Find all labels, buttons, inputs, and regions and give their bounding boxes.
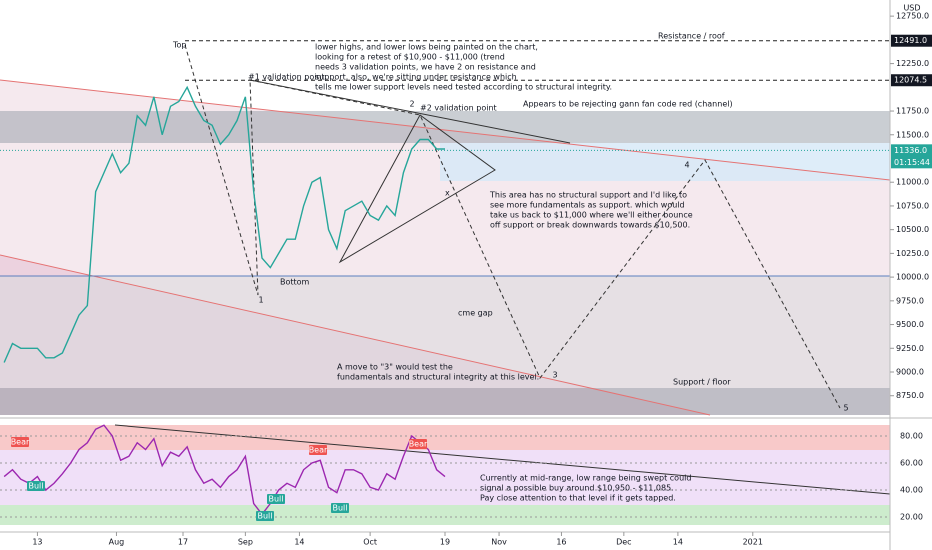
annotation: looking for a retest of $10,900 - $11,00… — [315, 53, 505, 62]
x-tick-label: 14 — [294, 538, 304, 547]
signal-label: Bear — [309, 446, 328, 455]
last-price-label: 11336.0 — [894, 146, 927, 155]
x-tick-label: 2021 — [743, 538, 763, 547]
annotation: A move to "3" would test the — [337, 363, 453, 372]
y-tick-label: 11500.0 — [896, 130, 929, 139]
annotation: #2 validation point — [420, 104, 497, 113]
y-tick-label: 10250.0 — [896, 249, 929, 258]
y-tick-label: 8750.0 — [896, 391, 924, 400]
signal-tag — [27, 481, 45, 491]
annotation: 1 — [258, 296, 263, 305]
x-tick-label: Oct — [363, 538, 377, 547]
annotation: 3 — [552, 371, 557, 380]
cme-gap-zone — [0, 276, 890, 388]
annotation: This area has no structural support and … — [489, 191, 687, 200]
signal-tag — [267, 494, 285, 504]
y-tick-label: 12750.0 — [896, 12, 929, 21]
annotation: 2 — [409, 100, 414, 109]
signal-label: Bull — [28, 482, 43, 491]
annotation: needs 3 validation points, we have 2 on … — [315, 63, 536, 72]
x-tick-label: 19 — [440, 538, 450, 547]
rsi-tick-label: 20.00 — [900, 513, 923, 522]
signal-label: Bear — [409, 440, 428, 449]
signal-tag — [409, 439, 427, 449]
y-tick-label: 9250.0 — [896, 344, 924, 353]
signal-label: Bear — [11, 438, 30, 447]
signal-tag — [309, 445, 327, 455]
annotation: fundamentals and structural integrity at… — [337, 373, 539, 382]
level-tag — [891, 34, 932, 47]
channel-top — [0, 79, 891, 181]
rsi-range — [0, 450, 890, 505]
annotation: Appears to be rejecting gann fan code re… — [523, 100, 733, 109]
annotation: lower highs, and lower lows being painte… — [315, 43, 538, 52]
y-tick-label: 11000.0 — [896, 178, 929, 187]
support-band — [0, 388, 890, 415]
trend-line — [249, 79, 571, 144]
annotation: #1 validation point — [248, 73, 325, 82]
level-tag-label: 12491.0 — [894, 36, 927, 45]
x-tick-label: 17 — [178, 538, 188, 547]
triangle — [338, 114, 496, 264]
annotation: cme gap — [458, 309, 493, 318]
channel-bottom — [0, 254, 711, 416]
price-line — [3, 424, 446, 516]
annotation: x — [445, 189, 450, 198]
level-tag-label: 12074.5 — [894, 76, 927, 85]
x-tick-label: 16 — [556, 538, 566, 547]
currency: USD — [903, 4, 920, 13]
x-tick-label: 14 — [673, 538, 683, 547]
y-tick-label: 9000.0 — [896, 368, 924, 377]
x-tick-label: Dec — [616, 538, 631, 547]
y-tick-label: 9750.0 — [896, 296, 924, 305]
rsi-oversold — [0, 505, 890, 525]
rsi-note: Pay close attention to that level if it … — [480, 494, 676, 503]
x-tick-label: 13 — [32, 538, 42, 547]
y-tick-label: 10750.0 — [896, 201, 929, 210]
rsi-note: signal a possible buy around $10,950 - $… — [480, 484, 674, 493]
annotation: tells me lower support levels need teste… — [315, 83, 612, 92]
annotation: Top — [172, 41, 187, 50]
annotation: 5 — [843, 404, 848, 413]
countdown: 01:15:44 — [894, 158, 930, 167]
y-tick-label: 9500.0 — [896, 320, 924, 329]
level-tag — [891, 74, 932, 87]
annotation: Bottom — [280, 278, 310, 287]
annotation: take us back to $11,000 where we'll eith… — [490, 211, 693, 220]
annotation: 4 — [684, 161, 689, 170]
signal-tag — [256, 511, 274, 521]
signal-tag — [331, 503, 349, 513]
y-tick-label: 10500.0 — [896, 225, 929, 234]
rsi-trend — [114, 424, 891, 495]
price-line — [3, 85, 445, 363]
annotation: Support / floor — [673, 378, 731, 387]
signal-label: Bull — [268, 495, 283, 504]
y-tick-label: 11750.0 — [896, 107, 929, 116]
signal-tag — [11, 437, 29, 447]
x-tick-label: Aug — [109, 538, 125, 547]
annotation: support. also, we're sitting under resis… — [315, 73, 517, 82]
annotation: off support or break downwards towards $… — [490, 221, 690, 230]
rsi-note: Currently at mid-range, low range being … — [480, 474, 691, 483]
signal-label: Bull — [257, 512, 272, 521]
annotation: see more fundamentals as support. which … — [490, 201, 685, 210]
x-tick-label: Sep — [238, 538, 253, 547]
rsi-tick-label: 80.00 — [900, 432, 923, 441]
rsi-overbought — [0, 425, 890, 450]
blue-zone — [440, 143, 890, 181]
x-tick-label: Nov — [491, 538, 507, 547]
signal-label: Bull — [332, 504, 347, 513]
y-tick-label: 10000.0 — [896, 273, 929, 282]
projection — [184, 44, 841, 409]
annotation: Resistance / roof — [658, 32, 725, 41]
rsi-tick-label: 60.00 — [900, 459, 923, 468]
rsi-tick-label: 40.00 — [900, 486, 923, 495]
last-price-tag — [891, 144, 932, 169]
y-tick-label: 12250.0 — [896, 59, 929, 68]
